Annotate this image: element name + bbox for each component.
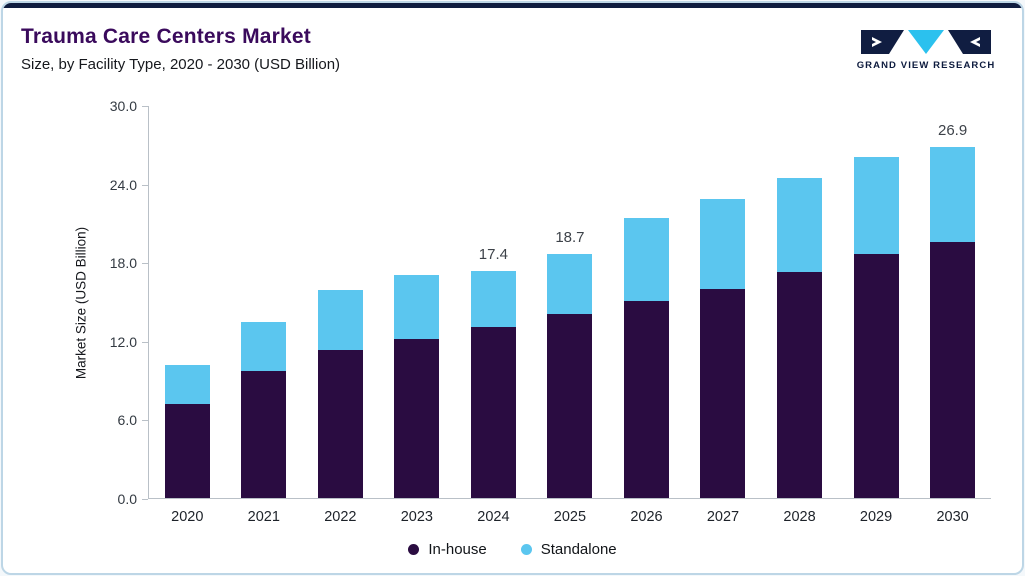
- bar-segment-inhouse: [853, 253, 899, 498]
- bar-segment-standalone: [241, 321, 287, 372]
- bar-segment-inhouse: [700, 288, 746, 498]
- page-subtitle: Size, by Facility Type, 2020 - 2030 (USD…: [21, 56, 341, 73]
- legend-item-inhouse: In-house: [408, 541, 487, 558]
- bar-value-label: 26.9: [937, 121, 968, 139]
- chart-area: Market Size (USD Billion) 0.0 6.0 12.0 18.0…: [3, 3, 1022, 573]
- bar-segment-standalone: [164, 364, 210, 404]
- x-axis-label: 2028: [783, 509, 816, 525]
- x-axis-label: 2029: [859, 509, 893, 525]
- bar-value-label: 17.4: [478, 245, 508, 263]
- bar-segment-standalone: [623, 218, 669, 301]
- x-axis-label: 2025: [553, 509, 587, 525]
- bar-value-label: 18.7: [555, 228, 585, 246]
- x-axis-label: 2030: [936, 509, 969, 525]
- grand-view-research-logo: GRAND VIEW RESEARCH: [850, 29, 1002, 71]
- y-tick-label: 30.0: [109, 98, 137, 114]
- chart-legend: In-house Standalone: [3, 541, 1022, 558]
- bar-column-2023: 2023: [394, 106, 440, 525]
- chart-header: Trauma Care Centers Market Size, by Faci…: [21, 25, 340, 73]
- y-tick-mark: [142, 263, 148, 265]
- bar-segment-standalone: [470, 270, 516, 327]
- bar-column-2022: 2022: [317, 106, 363, 525]
- bar-segment-standalone: [930, 146, 976, 242]
- page-title: Trauma Care Centers Market: [21, 25, 311, 48]
- bar-column-2025: 18.7 2025: [547, 106, 593, 525]
- legend-item-standalone: Standalone: [520, 541, 617, 558]
- y-tick-label: 0.0: [117, 491, 137, 507]
- y-tick-label: 24.0: [109, 176, 137, 193]
- logo-icon: [861, 30, 991, 54]
- bar-segment-standalone: [853, 156, 899, 254]
- y-tick-mark: [142, 184, 148, 186]
- bar-column-2026: 2026: [623, 106, 669, 525]
- bar-column-2028: 2028: [777, 106, 823, 525]
- bar-column-2030: 26.9 2030: [930, 106, 976, 525]
- legend-label-standalone: Standalone: [540, 541, 617, 558]
- x-axis-label: 2022: [324, 509, 357, 525]
- bar-segment-inhouse: [394, 338, 440, 498]
- bar-segment-inhouse: [470, 326, 516, 498]
- bar-column-2024: 17.4 2024: [470, 106, 516, 525]
- bars: 2020 2021 2022 2023 17.4 2024 18.7 2025 2026 2027…: [149, 106, 991, 525]
- bar-segment-standalone: [394, 274, 440, 339]
- x-axis-label: 2027: [706, 509, 740, 525]
- plot-area: 2020 2021 2022 2023 17.4 2024 18.7 2025 2026 2027…: [142, 106, 991, 525]
- bar-segment-inhouse: [317, 350, 363, 498]
- y-tick-label: 12.0: [109, 333, 137, 350]
- bar-segment-inhouse: [930, 241, 976, 498]
- bar-segment-inhouse: [623, 300, 669, 498]
- inhouse-legend-dot-icon: [408, 544, 420, 555]
- bar-segment-inhouse: [777, 271, 823, 498]
- y-tick-mark: [142, 341, 148, 343]
- y-axis-ticks: 0.0 6.0 12.0 18.0 24.0 30.0: [3, 98, 137, 507]
- y-tick-label: 6.0: [117, 412, 137, 429]
- bar-column-2020: 2020: [164, 106, 210, 525]
- logo-text: GRAND VIEW RESEARCH: [856, 60, 996, 71]
- bar-segment-inhouse: [241, 371, 287, 498]
- bar-segment-inhouse: [547, 313, 593, 498]
- x-axis-label: 2024: [477, 509, 510, 525]
- bar-segment-standalone: [317, 290, 363, 351]
- bar-column-2021: 2021: [241, 106, 287, 525]
- x-axis-label: 2021: [247, 509, 280, 525]
- y-tick-mark: [142, 499, 148, 500]
- x-axis-label: 2026: [630, 509, 663, 525]
- legend-label-inhouse: In-house: [428, 541, 487, 558]
- bar-column-2027: 2027: [700, 106, 746, 525]
- bar-segment-standalone: [700, 198, 746, 289]
- x-axis-label: 2023: [400, 509, 433, 525]
- y-tick-label: 18.0: [109, 255, 137, 272]
- standalone-legend-dot-icon: [520, 544, 532, 555]
- y-tick-mark: [142, 420, 148, 422]
- bar-segment-inhouse: [164, 403, 210, 498]
- bar-segment-standalone: [777, 177, 823, 272]
- x-axis-label: 2020: [171, 509, 204, 525]
- y-tick-mark: [142, 106, 148, 107]
- top-accent-bar: [3, 3, 1022, 8]
- bar-column-2029: 2029: [853, 106, 899, 525]
- bar-segment-standalone: [547, 253, 593, 314]
